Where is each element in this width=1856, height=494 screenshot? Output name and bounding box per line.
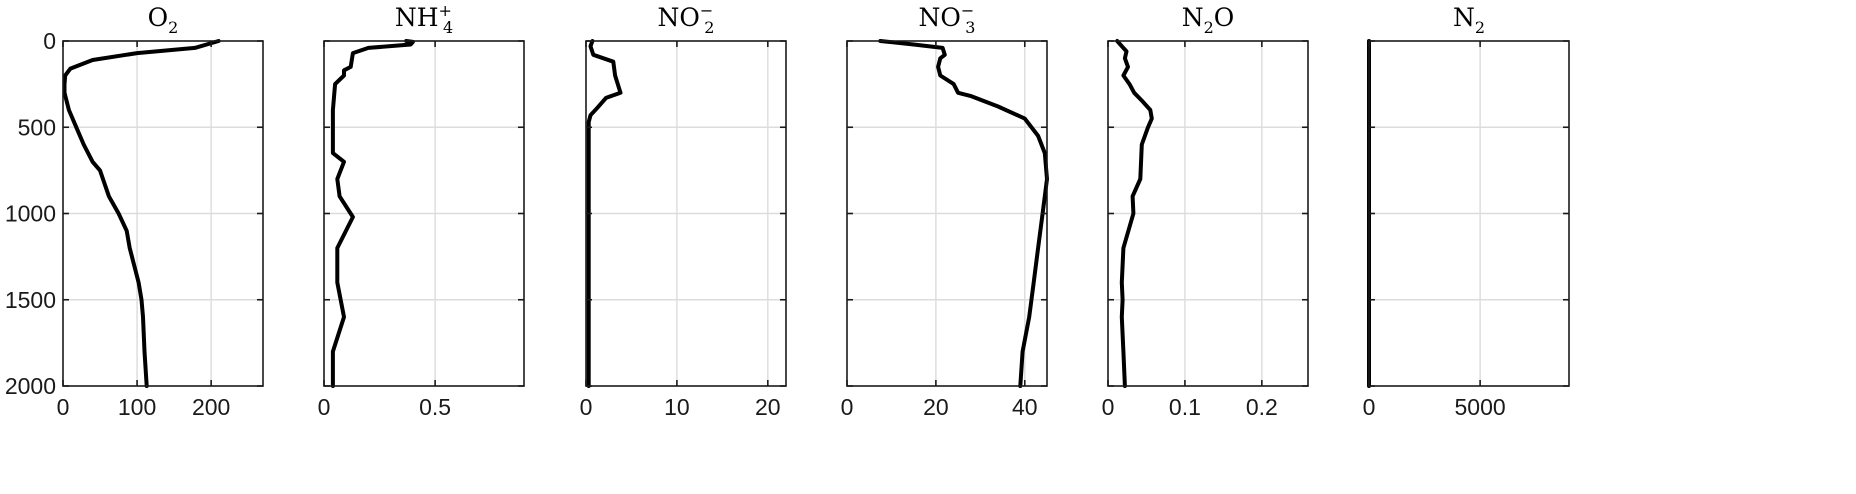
panel-title: NH+ 4 [395, 1, 453, 37]
title-main: NH [395, 3, 439, 32]
x-tick-label: 100 [118, 394, 156, 420]
x-tick-label: 200 [192, 394, 230, 420]
title-superscript: − [961, 1, 974, 20]
title-superscript: − [700, 1, 713, 20]
title-subscript: 4 [443, 18, 453, 37]
y-tick-label: 1000 [5, 201, 56, 227]
title-tail: O [1214, 3, 1235, 32]
x-tick-label: 0 [580, 394, 593, 420]
y-tick-label: 1500 [5, 287, 56, 313]
y-tick-label: 500 [18, 114, 56, 140]
profile-line [330, 39, 415, 388]
profile-line [878, 39, 1049, 388]
panel-6: 0 5000 N2 [1363, 3, 1570, 420]
title-main: NO [919, 3, 961, 32]
panel-title: N2 [1453, 3, 1485, 37]
title-subscript: 2 [1475, 18, 1485, 37]
x-tick-label: 0 [841, 394, 854, 420]
title-main: N [1453, 3, 1475, 32]
title-subscript: 2 [1204, 18, 1214, 37]
x-tick-label: 10 [664, 394, 690, 420]
x-tick-label: 0.2 [1246, 394, 1278, 420]
panel-title: O2 [148, 3, 179, 37]
panel-5: 0 0.1 0.2 N2O [1102, 3, 1309, 420]
y-tick-label: 0 [43, 28, 56, 54]
title-main: N [1182, 3, 1204, 32]
x-tick-label: 20 [755, 394, 781, 420]
title-main: O [148, 3, 169, 32]
x-tick-label: 0 [57, 394, 70, 420]
title-subscript: 2 [168, 18, 178, 37]
x-tick-label: 0 [1102, 394, 1115, 420]
title-superscript: + [439, 1, 452, 20]
x-tick-label: 40 [1012, 394, 1038, 420]
x-tick-label: 5000 [1455, 394, 1506, 420]
title-main: NO [658, 3, 700, 32]
panel-title: NO− 3 [919, 1, 976, 37]
title-subscript: 2 [704, 18, 714, 37]
profile-line [62, 39, 221, 388]
panel-3: 0 10 20 NO− 2 [580, 1, 787, 420]
y-tick-label: 2000 [5, 373, 56, 399]
panel-title: N2O [1182, 3, 1235, 37]
x-tick-label: 0 [318, 394, 331, 420]
x-tick-label: 0.5 [419, 394, 451, 420]
profile-line [1115, 39, 1154, 388]
x-tick-label: 0 [1363, 394, 1376, 420]
x-tick-label: 0.1 [1169, 394, 1201, 420]
panel-2: 0 0.5 NH+ 4 [318, 1, 525, 420]
panel-title: NO− 2 [658, 1, 715, 37]
x-tick-label: 20 [923, 394, 949, 420]
title-subscript: 3 [965, 18, 975, 37]
panel-4: 0 20 40 NO− 3 [841, 1, 1049, 420]
